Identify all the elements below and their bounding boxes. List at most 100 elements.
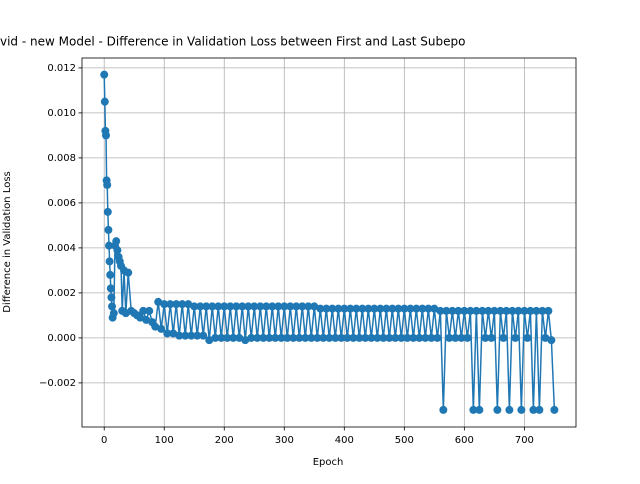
point <box>379 333 388 342</box>
point <box>430 304 439 313</box>
point <box>259 333 268 342</box>
point <box>538 306 547 315</box>
point <box>187 331 196 340</box>
point <box>550 405 559 414</box>
point <box>382 304 391 313</box>
point <box>511 333 520 342</box>
point <box>271 333 280 342</box>
point <box>415 333 424 342</box>
point <box>352 304 361 313</box>
point <box>247 333 256 342</box>
point <box>163 329 172 338</box>
point <box>478 306 487 315</box>
point <box>208 302 217 311</box>
point <box>178 300 187 309</box>
point <box>160 300 169 309</box>
point <box>145 306 154 315</box>
y-axis-label: Difference in Validation Loss <box>2 171 13 313</box>
point <box>190 302 199 311</box>
point <box>265 333 274 342</box>
point <box>460 306 469 315</box>
point <box>154 297 163 306</box>
point <box>313 333 322 342</box>
y-tick-label: 0.008 <box>47 153 76 164</box>
point <box>310 302 319 311</box>
y-tick-label: 0.000 <box>47 333 76 344</box>
point <box>388 304 397 313</box>
chart-title: vid - new Model - Difference in Validati… <box>0 35 465 49</box>
point <box>104 225 113 234</box>
point <box>436 306 445 315</box>
point <box>475 405 484 414</box>
point <box>520 306 529 315</box>
point <box>142 315 151 324</box>
point <box>523 333 532 342</box>
point <box>289 333 298 342</box>
point <box>442 306 451 315</box>
point <box>220 302 229 311</box>
point <box>394 304 403 313</box>
point <box>277 333 286 342</box>
point <box>102 131 111 140</box>
point <box>334 304 343 313</box>
point <box>109 309 118 318</box>
point <box>105 257 114 266</box>
point <box>376 304 385 313</box>
point <box>544 306 553 315</box>
point <box>457 333 466 342</box>
point <box>448 306 457 315</box>
point <box>202 302 211 311</box>
point <box>385 333 394 342</box>
point <box>304 302 313 311</box>
point <box>343 333 352 342</box>
point <box>469 405 478 414</box>
point <box>100 97 109 106</box>
point <box>391 333 400 342</box>
point <box>445 333 454 342</box>
point <box>346 304 355 313</box>
point <box>325 333 334 342</box>
x-tick-label: 100 <box>155 435 174 446</box>
point <box>100 70 109 79</box>
point <box>223 333 232 342</box>
point <box>217 333 226 342</box>
point <box>529 405 538 414</box>
point <box>418 304 427 313</box>
y-tick-label: 0.006 <box>47 198 76 209</box>
point <box>439 405 448 414</box>
point <box>238 302 247 311</box>
point <box>427 333 436 342</box>
point <box>151 322 160 331</box>
point <box>292 302 301 311</box>
x-tick-label: 0 <box>101 435 107 446</box>
x-tick-label: 500 <box>395 435 414 446</box>
point <box>505 405 514 414</box>
point <box>397 333 406 342</box>
y-tick-label: 0.010 <box>47 108 76 119</box>
x-tick-label: 400 <box>335 435 354 446</box>
point <box>487 333 496 342</box>
point <box>472 306 481 315</box>
point <box>454 306 463 315</box>
point <box>502 306 511 315</box>
point <box>328 304 337 313</box>
point <box>226 302 235 311</box>
point <box>175 331 184 340</box>
point <box>331 333 340 342</box>
point <box>451 333 460 342</box>
point <box>301 333 310 342</box>
x-tick-label: 600 <box>455 435 474 446</box>
point <box>181 331 190 340</box>
point <box>106 284 115 293</box>
point <box>409 333 418 342</box>
point <box>139 306 148 315</box>
point <box>103 207 112 216</box>
point <box>105 241 114 250</box>
point <box>169 329 178 338</box>
point <box>184 300 193 309</box>
point <box>124 268 133 277</box>
point <box>481 333 490 342</box>
point <box>364 304 373 313</box>
point <box>400 304 409 313</box>
